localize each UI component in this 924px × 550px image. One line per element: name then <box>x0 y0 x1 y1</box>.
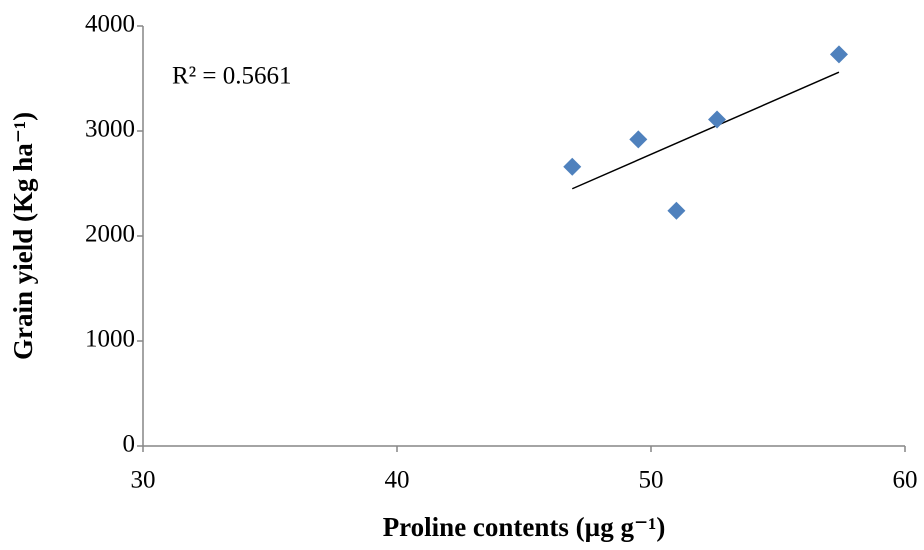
point <box>667 201 686 220</box>
x-tick-label: 30 <box>131 467 156 494</box>
y-tick-label: 0 <box>123 431 136 458</box>
y-tick-label: 1000 <box>85 326 135 353</box>
point <box>829 45 848 64</box>
point <box>629 130 648 149</box>
y-tick-label: 4000 <box>85 11 135 38</box>
y-tick-label: 3000 <box>85 116 135 143</box>
point <box>708 110 727 129</box>
x-tick-label: 60 <box>893 467 918 494</box>
y-tick-label: 2000 <box>85 221 135 248</box>
x-axis-title: Proline contents (µg g⁻¹) <box>383 512 666 542</box>
x-tick-label: 40 <box>385 467 410 494</box>
y-axis-title: Grain yield (Kg ha⁻¹) <box>8 112 38 360</box>
point <box>563 157 582 176</box>
annotation: R² = 0.5661 <box>172 63 292 90</box>
x-tick-label: 50 <box>639 467 664 494</box>
trendline <box>571 71 840 190</box>
